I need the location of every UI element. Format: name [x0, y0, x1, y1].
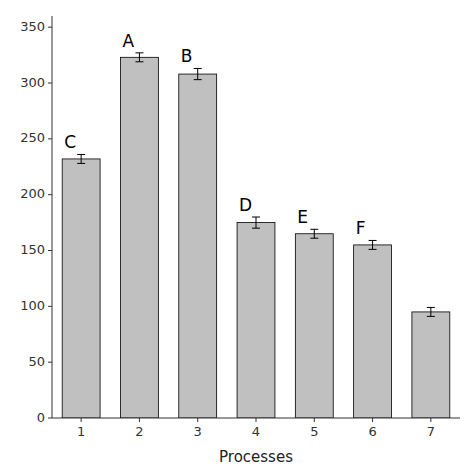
y-tick-label: 100 [20, 298, 45, 313]
x-tick [430, 418, 431, 422]
x-tick-label: 4 [252, 424, 260, 439]
error-bar [135, 53, 143, 62]
y-tick-label: 300 [20, 75, 45, 90]
y-tick-label: 50 [28, 354, 45, 369]
y-tick [48, 83, 52, 84]
bar [237, 223, 275, 418]
chart-container: C A B D E F 0 50 100 150 200 250 300 350 1 2 3 4 5 6 7 Proces… [0, 0, 474, 474]
x-tick [197, 418, 198, 422]
x-tick-label: 2 [135, 424, 143, 439]
chart-svg: C A B D E F 0 50 100 150 200 250 300 350 1 2 3 4 5 6 7 Proces… [0, 0, 474, 474]
x-tick-label: 6 [368, 424, 376, 439]
error-bar [77, 154, 85, 163]
x-tick [314, 418, 315, 422]
y-tick-label: 200 [20, 186, 45, 201]
y-tick [48, 362, 52, 363]
error-bar [427, 307, 435, 316]
x-tick [81, 418, 82, 422]
x-axis-label: Processes [219, 448, 293, 466]
x-tick-label: 1 [77, 424, 85, 439]
x-tick-label: 7 [427, 424, 435, 439]
x-tick-label: 3 [194, 424, 202, 439]
bar [412, 312, 450, 418]
bar [179, 74, 217, 418]
y-axis-line [52, 16, 53, 418]
y-tick [48, 250, 52, 251]
error-bar [310, 229, 318, 238]
letter-label: F [356, 218, 366, 238]
y-tick [48, 306, 52, 307]
y-tick-label: 150 [20, 242, 45, 257]
letter-label: D [239, 195, 252, 215]
letter-label: A [122, 31, 134, 51]
y-tick [48, 194, 52, 195]
letter-label: E [297, 207, 308, 227]
bar [295, 234, 333, 418]
y-tick [48, 138, 52, 139]
error-bar [194, 68, 202, 79]
x-tick-label: 5 [310, 424, 318, 439]
bar [62, 159, 100, 418]
y-tick-label: 0 [37, 410, 45, 425]
plot-area [62, 53, 450, 418]
x-tick [256, 418, 257, 422]
y-tick-label: 350 [20, 19, 45, 34]
y-tick [48, 418, 52, 419]
bar [354, 245, 392, 418]
letter-label: C [64, 132, 76, 152]
y-tick [48, 27, 52, 28]
error-bar [252, 217, 260, 228]
letter-label: B [181, 46, 193, 66]
error-bar [369, 240, 377, 249]
bar [120, 57, 158, 418]
y-tick-label: 250 [20, 130, 45, 145]
x-tick [372, 418, 373, 422]
x-tick [139, 418, 140, 422]
